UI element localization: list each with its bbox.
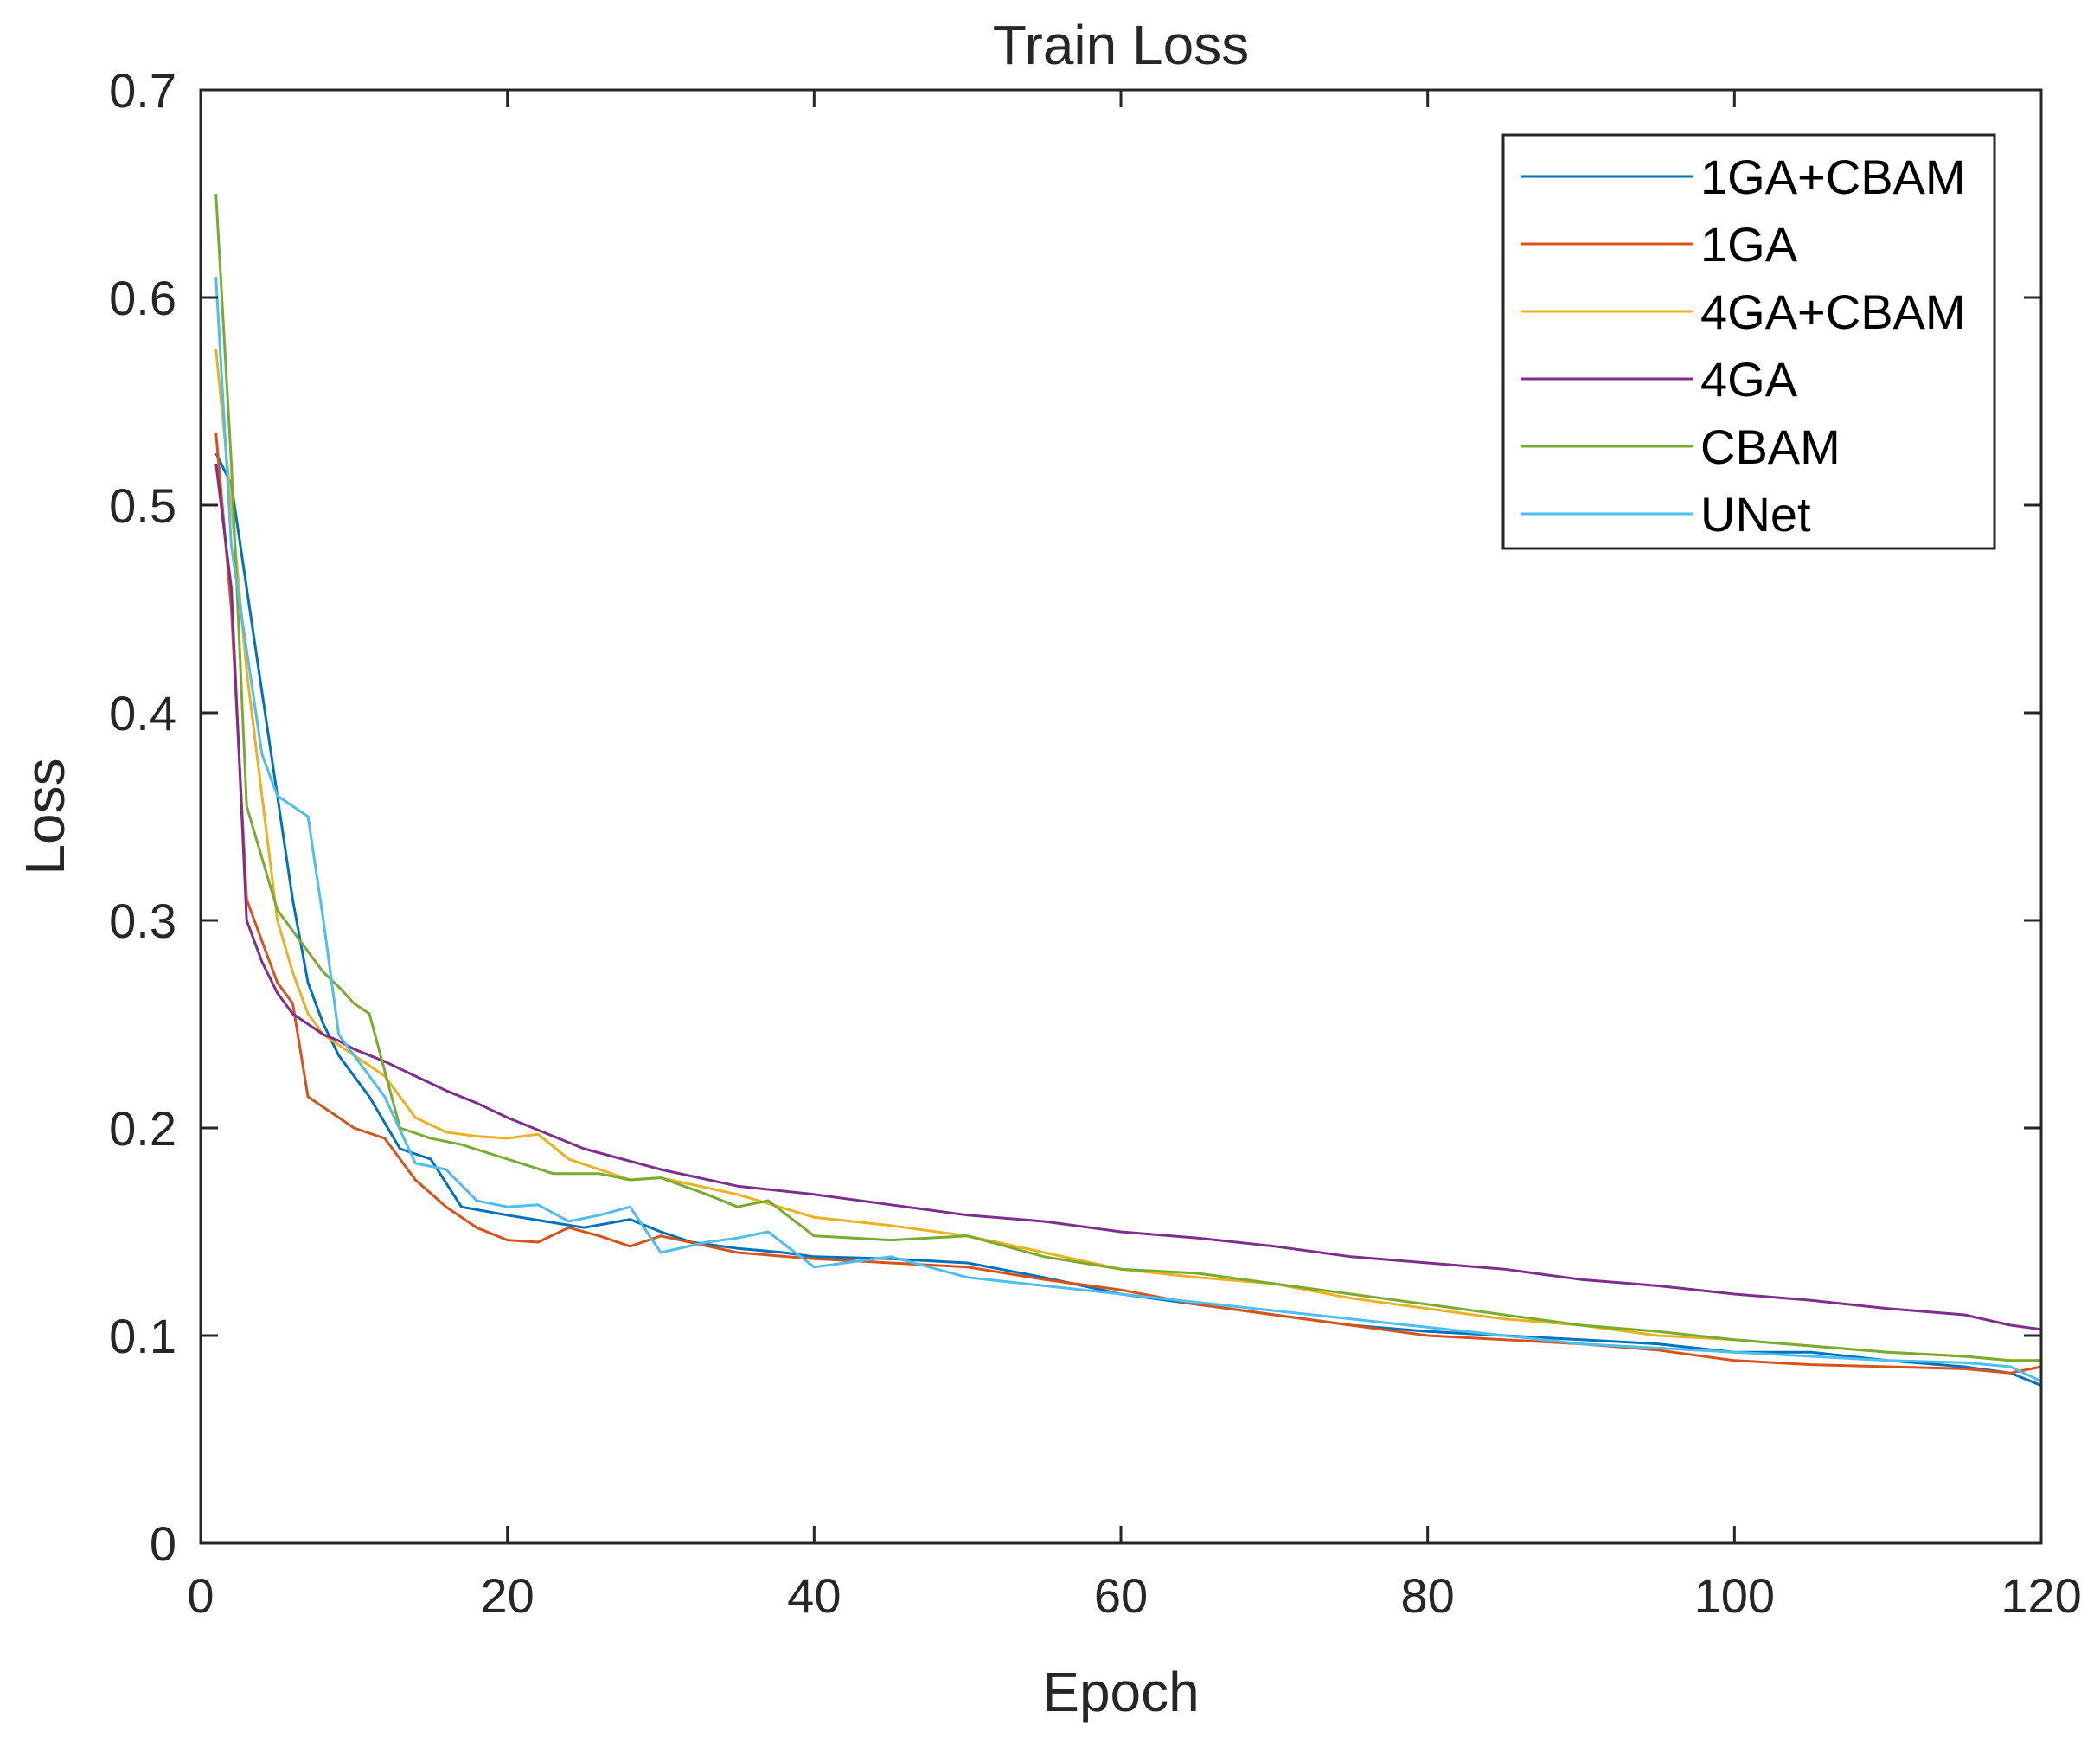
x-tick-labels: 0 20 40 60 80 100 120 bbox=[187, 1568, 2081, 1623]
series-line-5 bbox=[214, 276, 2042, 1383]
legend-label-1: 1GA bbox=[1700, 217, 1798, 272]
chart-title: Train Loss bbox=[993, 14, 1249, 76]
series-line-1 bbox=[214, 432, 2042, 1375]
y-tick-label-6: 0.6 bbox=[109, 271, 176, 325]
x-tick-label-1: 20 bbox=[481, 1568, 535, 1623]
legend-entries: 1GA+CBAM 1GA 4GA+CBAM 4GA CBAM UNet bbox=[1521, 150, 1966, 541]
y-tick-label-5: 0.5 bbox=[109, 478, 176, 533]
legend: 1GA+CBAM 1GA 4GA+CBAM 4GA CBAM UNet bbox=[1501, 133, 1996, 550]
legend-label-5: UNet bbox=[1700, 487, 1811, 541]
x-tick-label-3: 60 bbox=[1094, 1568, 1148, 1623]
x-tick-label-0: 0 bbox=[187, 1568, 214, 1623]
y-tick-labels: 0 0.1 0.2 0.3 0.4 0.5 0.6 0.7 bbox=[109, 63, 176, 1571]
legend-label-2: 4GA+CBAM bbox=[1700, 285, 1966, 339]
legend-label-3: 4GA bbox=[1700, 352, 1798, 407]
series-line-0 bbox=[214, 452, 2042, 1387]
x-tick-label-2: 40 bbox=[787, 1568, 841, 1623]
y-tick-label-7: 0.7 bbox=[109, 63, 176, 118]
y-tick-label-1: 0.1 bbox=[109, 1309, 176, 1363]
y-tick-label-3: 0.3 bbox=[109, 894, 176, 948]
y-axis-label: Loss bbox=[14, 758, 76, 875]
y-tick-label-2: 0.2 bbox=[109, 1101, 176, 1156]
x-axis-label: Epoch bbox=[1042, 1661, 1199, 1723]
y-tick-label-0: 0 bbox=[150, 1516, 176, 1571]
x-tick-label-5: 100 bbox=[1694, 1568, 1775, 1623]
series-layer bbox=[214, 193, 2042, 1387]
x-tick-label-6: 120 bbox=[2001, 1568, 2081, 1623]
series-line-4 bbox=[214, 193, 2041, 1362]
legend-label-0: 1GA+CBAM bbox=[1700, 150, 1966, 204]
ticks-layer bbox=[199, 88, 2043, 1545]
y-tick-label-4: 0.4 bbox=[109, 686, 176, 740]
legend-box bbox=[1501, 133, 1996, 550]
series-line-3 bbox=[214, 463, 2042, 1331]
legend-label-4: CBAM bbox=[1700, 420, 1841, 474]
x-tick-label-4: 80 bbox=[1401, 1568, 1455, 1623]
